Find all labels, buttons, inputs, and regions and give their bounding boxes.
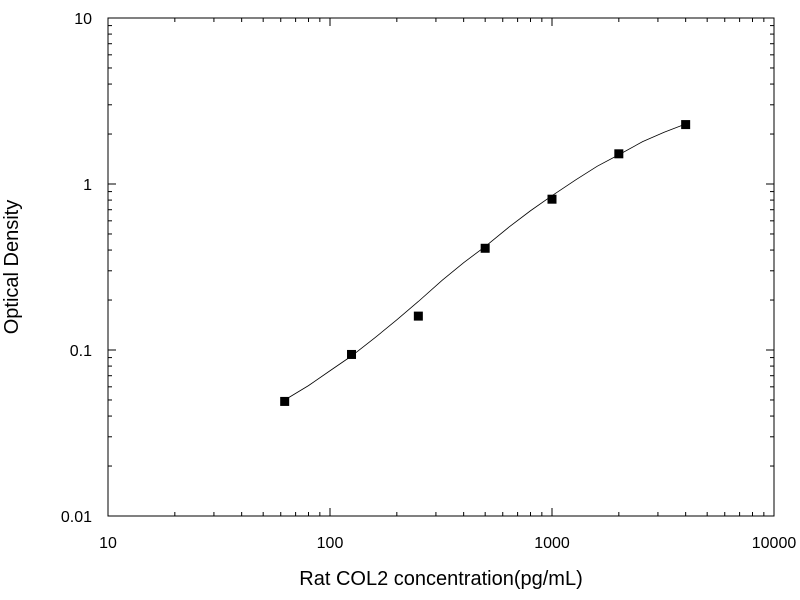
x-tick-label: 10000 [752,535,797,552]
x-axis-ticks: 10 100 1000 10000 [99,18,796,552]
y-axis-title: Optical Density [1,200,23,335]
plot-border [107,17,775,517]
y-tick-label: 0.01 [61,509,92,526]
x-axis-title: Rat COL2 concentration(pg/mL) [299,568,582,590]
data-point [681,120,691,130]
data-point [413,311,423,321]
x-tick-label: 100 [317,535,344,552]
x-tick-label: 10 [99,535,117,552]
data-point [347,349,357,359]
y-axis-ticks: 0.01 0.1 1 10 [61,11,774,526]
fit-curve [284,123,686,401]
data-point [547,194,557,204]
plot-frame [107,17,775,517]
data-point [480,243,490,253]
data-point [614,149,624,159]
y-tick-label: 1 [83,177,92,194]
y-tick-label: 0.1 [70,343,92,360]
x-tick-label: 1000 [534,535,570,552]
y-tick-label: 10 [74,11,92,28]
data-point [280,396,290,406]
data-points [280,120,691,406]
